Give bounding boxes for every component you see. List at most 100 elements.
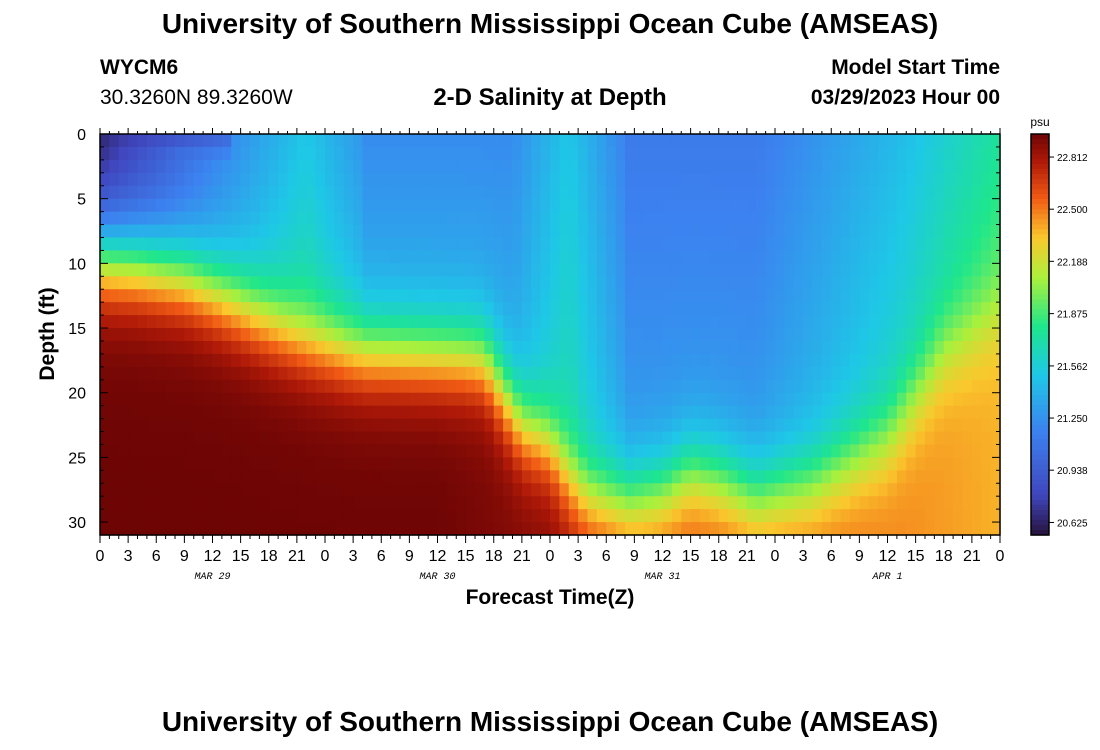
heatmap-cell — [437, 457, 448, 471]
heatmap-cell — [793, 185, 804, 200]
heatmap-cell — [418, 522, 429, 536]
heatmap-cell — [943, 470, 954, 484]
heatmap-cell — [296, 237, 307, 252]
heatmap-cell — [390, 289, 401, 303]
heatmap-cell — [175, 159, 185, 174]
heatmap-cell — [550, 509, 560, 523]
heatmap-cell — [681, 418, 692, 433]
heatmap-cell — [521, 302, 532, 316]
heatmap-cell — [503, 470, 514, 484]
heatmap-cell — [812, 522, 823, 536]
heatmap-cell — [587, 198, 598, 213]
heatmap-cell — [625, 263, 635, 277]
heatmap-cell — [793, 457, 804, 471]
colorbar-segment — [1031, 204, 1049, 210]
colorbar-segment — [1031, 454, 1049, 461]
heatmap-cell — [981, 302, 992, 316]
heatmap-cell — [531, 431, 542, 446]
heatmap-cell — [362, 159, 373, 174]
heatmap-cell — [437, 159, 448, 174]
heatmap-cell — [718, 159, 729, 174]
heatmap-cell — [296, 353, 307, 368]
heatmap-cell — [990, 263, 1001, 277]
heatmap-cell — [531, 172, 542, 187]
heatmap-cell — [840, 340, 851, 355]
heatmap-cell — [531, 276, 542, 290]
heatmap-cell — [400, 392, 410, 407]
heatmap-cell — [756, 250, 767, 264]
heatmap-cell — [334, 366, 345, 381]
heatmap-cell — [531, 379, 542, 394]
heatmap-cell — [100, 146, 110, 161]
heatmap-cell — [146, 392, 157, 407]
heatmap-cell — [465, 483, 476, 497]
heatmap-cell — [137, 328, 148, 342]
heatmap-cell — [400, 483, 410, 497]
heatmap-cell — [559, 250, 570, 264]
heatmap-cell — [418, 237, 429, 252]
heatmap-cell — [456, 509, 467, 523]
heatmap-cell — [343, 250, 354, 264]
heatmap-cell — [437, 185, 448, 200]
heatmap-cell — [934, 315, 945, 329]
heatmap-cell — [568, 263, 579, 277]
heatmap-cell — [690, 159, 701, 174]
heatmap-cell — [934, 276, 945, 290]
colorbar-segment — [1031, 324, 1049, 331]
heatmap-cell — [896, 159, 907, 174]
heatmap-cell — [606, 328, 617, 342]
heatmap-cell — [128, 328, 139, 342]
heatmap-cell — [765, 405, 776, 420]
colorbar-segment — [1031, 159, 1049, 165]
heatmap-cell — [231, 172, 242, 187]
heatmap-cell — [165, 159, 176, 174]
heatmap-cell — [184, 379, 195, 394]
heatmap-cell — [446, 224, 457, 239]
heatmap-cell — [728, 470, 739, 484]
heatmap-cell — [746, 172, 757, 187]
heatmap-cell — [268, 172, 279, 187]
heatmap-cell — [690, 457, 701, 471]
heatmap-cell — [137, 418, 148, 433]
heatmap-cell — [896, 224, 907, 239]
heatmap-cell — [128, 366, 139, 381]
heatmap-cell — [334, 198, 345, 213]
heatmap-cell — [615, 172, 626, 187]
heatmap-cell — [400, 289, 410, 303]
heatmap-cell — [315, 509, 326, 523]
heatmap-cell — [671, 431, 682, 446]
heatmap-cell — [212, 237, 223, 252]
heatmap-cell — [531, 444, 542, 458]
heatmap-cell — [925, 250, 935, 264]
heatmap-cell — [465, 276, 476, 290]
heatmap-cell — [615, 237, 626, 252]
heatmap-cell — [118, 470, 129, 484]
heatmap-cell — [362, 276, 373, 290]
heatmap-cell — [896, 146, 907, 161]
heatmap-cell — [165, 302, 176, 316]
heatmap-cell — [559, 134, 570, 148]
heatmap-cell — [371, 134, 382, 148]
heatmap-cell — [953, 289, 964, 303]
heatmap-cell — [428, 250, 439, 264]
heatmap-cell — [493, 134, 504, 148]
heatmap-cell — [118, 302, 129, 316]
x-tick-label: 18 — [485, 548, 503, 565]
heatmap-cell — [418, 146, 429, 161]
heatmap-cell — [212, 522, 223, 536]
heatmap-cell — [128, 134, 139, 148]
heatmap-cell — [953, 522, 964, 536]
colorbar-segment — [1031, 154, 1049, 160]
heatmap-cell — [756, 172, 767, 187]
heatmap-cell — [615, 431, 626, 446]
heatmap-cell — [409, 211, 420, 226]
heatmap-cell — [268, 276, 279, 290]
heatmap-cell — [456, 302, 467, 316]
heatmap-cell — [400, 159, 410, 174]
heatmap-cell — [971, 289, 982, 303]
heatmap-cell — [484, 198, 495, 213]
heatmap-cell — [268, 431, 279, 446]
heatmap-cell — [643, 418, 654, 433]
heatmap-cell — [775, 418, 785, 433]
heatmap-cell — [606, 405, 617, 420]
